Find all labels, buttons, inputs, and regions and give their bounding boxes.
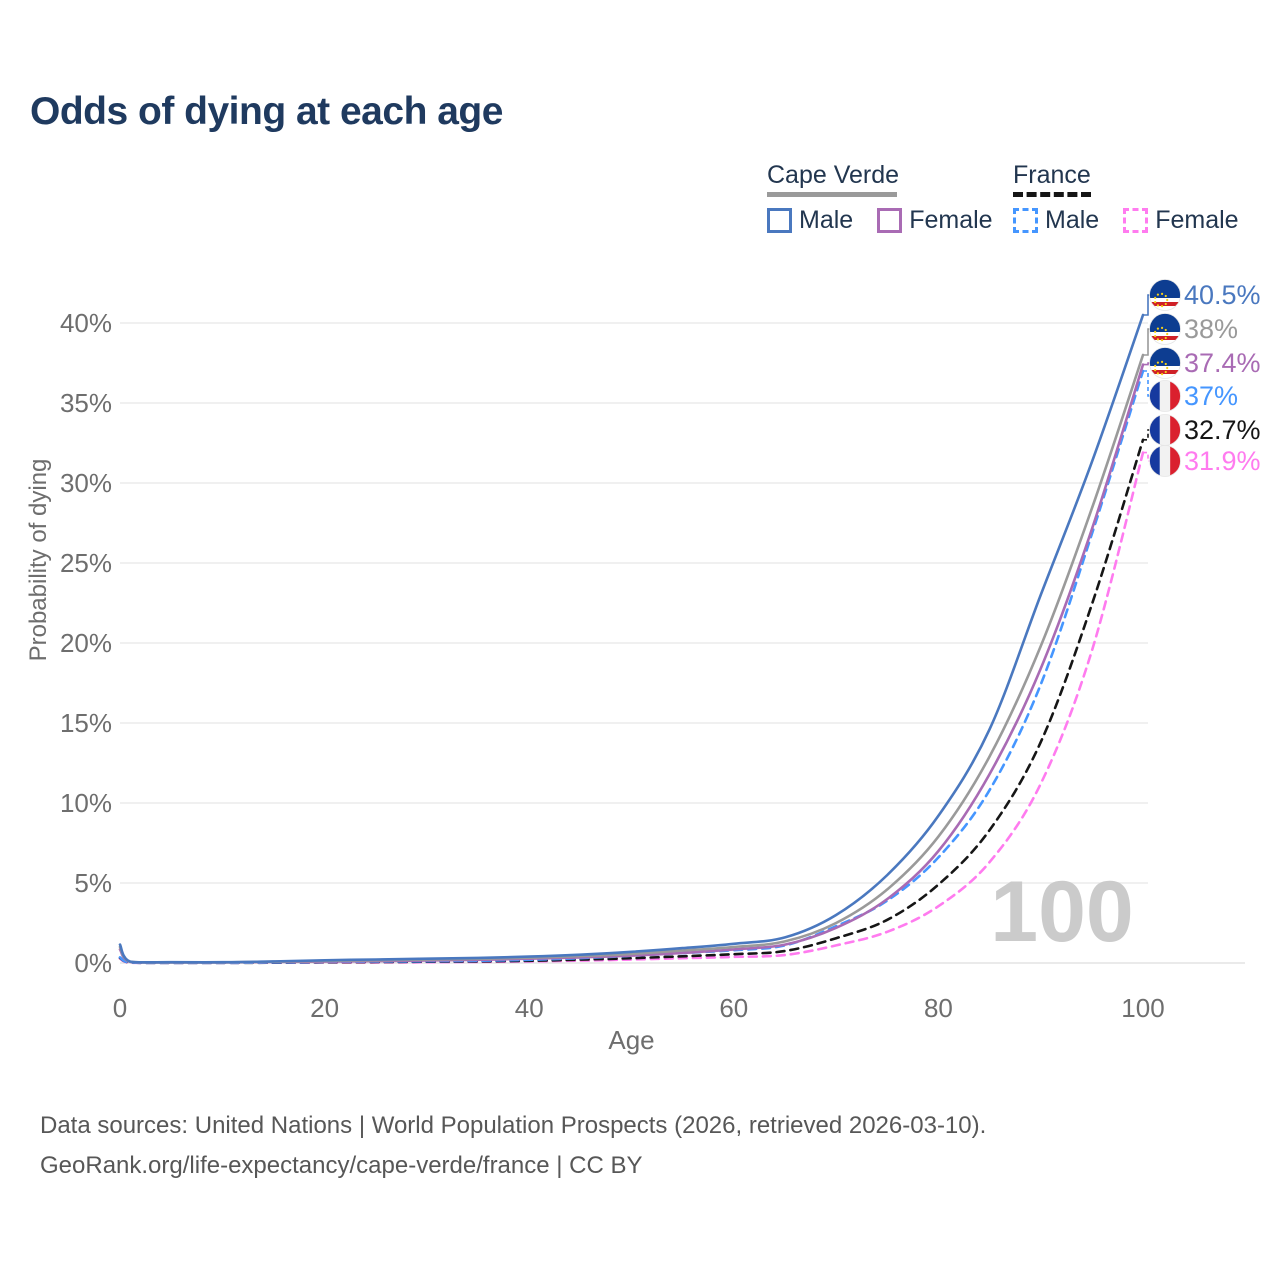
legend-line-sample-france	[1013, 192, 1091, 197]
page-title: Odds of dying at each age	[30, 90, 503, 133]
x-tick-label-0: 0	[113, 993, 127, 1023]
legend-line-sample-cape-verde	[767, 192, 897, 197]
x-tick-label-40: 40	[515, 993, 544, 1023]
data-sources-text: Data sources: United Nations | World Pop…	[40, 1112, 987, 1139]
legend-group-france: France Male Female	[1013, 162, 1239, 235]
flag-cape-verde-icon	[1149, 347, 1181, 379]
y-tick-label-10%: 10%	[60, 788, 112, 818]
legend-item-france-male[interactable]: Male	[1013, 206, 1099, 235]
end-value-label-32.7%: 32.7%	[1184, 415, 1261, 445]
y-tick-label-35%: 35%	[60, 388, 112, 418]
flag-france-icon	[1149, 414, 1181, 446]
x-axis-title: Age	[608, 1025, 654, 1055]
y-tick-label-40%: 40%	[60, 308, 112, 338]
x-tick-label-100: 100	[1121, 993, 1164, 1023]
y-tick-label-25%: 25%	[60, 548, 112, 578]
x-tick-label-20: 20	[310, 993, 339, 1023]
legend-item-france-female[interactable]: Female	[1123, 206, 1239, 235]
y-tick-label-0%: 0%	[74, 948, 112, 978]
flag-cape-verde-icon	[1149, 313, 1181, 345]
flag-cape-verde-icon	[1149, 279, 1181, 311]
legend-item-cape-verde-female[interactable]: Female	[877, 206, 993, 235]
y-tick-label-20%: 20%	[60, 628, 112, 658]
legend-label-france-male: Male	[1045, 206, 1100, 234]
footer-attribution-link[interactable]: GeoRank.org/life-expectancy/cape-verde/f…	[40, 1152, 643, 1179]
legend-swatch-cape-verde-male-icon	[767, 208, 792, 233]
legend-title-france: France	[1013, 161, 1091, 189]
end-value-label-31.9%: 31.9%	[1184, 446, 1261, 476]
end-value-label-38%: 38%	[1184, 314, 1238, 344]
end-value-label-37%: 37%	[1184, 381, 1238, 411]
end-value-label-40.5%: 40.5%	[1184, 280, 1261, 310]
y-tick-label-5%: 5%	[74, 868, 112, 898]
legend-title-cape-verde: Cape Verde	[767, 161, 900, 189]
legend-swatch-cape-verde-female-icon	[877, 208, 903, 233]
legend-label-cape-verde-male: Male	[799, 206, 854, 234]
flag-france-icon	[1149, 445, 1181, 477]
x-tick-label-80: 80	[924, 993, 953, 1023]
age-counter-watermark: 100	[990, 864, 1134, 960]
end-value-label-37.4%: 37.4%	[1184, 348, 1261, 378]
legend-group-cape-verde: Cape Verde Male Female	[767, 162, 993, 235]
y-axis-title: Probability of dying	[25, 459, 52, 662]
x-tick-label-60: 60	[719, 993, 748, 1023]
flag-france-icon	[1149, 380, 1181, 412]
legend-label-cape-verde-female: Female	[909, 206, 993, 234]
legend-swatch-france-female-icon	[1123, 208, 1149, 233]
y-tick-label-30%: 30%	[60, 468, 112, 498]
footer: Data sources: United Nations | World Pop…	[40, 1106, 986, 1186]
y-tick-label-15%: 15%	[60, 708, 112, 738]
legend-label-france-female: Female	[1155, 206, 1239, 234]
legend-swatch-france-male-icon	[1013, 208, 1038, 233]
legend-item-cape-verde-male[interactable]: Male	[767, 206, 853, 235]
series-line-cape-verde-male	[118, 313, 1145, 964]
